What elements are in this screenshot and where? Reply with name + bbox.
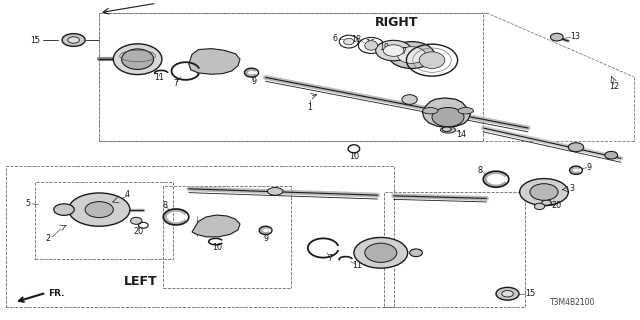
Ellipse shape (62, 34, 85, 46)
Ellipse shape (383, 45, 404, 56)
Text: 20: 20 (552, 201, 562, 210)
Ellipse shape (534, 203, 545, 210)
Ellipse shape (442, 127, 451, 132)
Ellipse shape (131, 217, 142, 224)
Bar (6, 166, 394, 307)
Text: 11: 11 (154, 73, 164, 82)
Ellipse shape (388, 42, 435, 68)
Text: 4: 4 (124, 190, 129, 199)
Text: 7: 7 (173, 79, 179, 88)
Text: 14: 14 (456, 130, 466, 139)
Ellipse shape (432, 108, 464, 127)
Text: 15: 15 (30, 36, 40, 44)
Text: 8: 8 (163, 201, 168, 210)
Text: 12: 12 (609, 82, 620, 91)
Text: 6: 6 (333, 34, 338, 43)
Ellipse shape (458, 108, 474, 114)
Text: 7: 7 (327, 254, 332, 263)
Ellipse shape (605, 151, 618, 159)
Bar (35, 182, 173, 259)
Ellipse shape (440, 127, 456, 133)
Ellipse shape (54, 204, 74, 215)
Text: 1: 1 (307, 103, 312, 112)
Ellipse shape (268, 188, 283, 195)
Ellipse shape (85, 202, 113, 218)
Ellipse shape (502, 291, 513, 297)
Ellipse shape (365, 41, 378, 50)
Ellipse shape (122, 49, 154, 69)
Bar (99, 13, 483, 141)
Ellipse shape (496, 287, 519, 300)
Text: 16: 16 (365, 39, 375, 48)
Text: 9: 9 (252, 77, 257, 86)
Text: 15: 15 (525, 289, 535, 298)
Ellipse shape (419, 52, 445, 68)
Polygon shape (189, 49, 240, 74)
Ellipse shape (550, 33, 563, 41)
Ellipse shape (68, 193, 130, 226)
Text: LEFT: LEFT (124, 275, 157, 288)
Text: 10: 10 (349, 152, 359, 161)
Bar (384, 192, 525, 307)
Text: 8: 8 (477, 166, 483, 175)
Text: 20: 20 (133, 227, 143, 236)
Text: FR.: FR. (48, 289, 65, 298)
Text: 13: 13 (570, 32, 580, 41)
Text: 9: 9 (586, 163, 591, 172)
Ellipse shape (376, 40, 412, 61)
Ellipse shape (402, 95, 417, 104)
Text: 2: 2 (45, 234, 51, 243)
Text: 10: 10 (212, 244, 223, 252)
Ellipse shape (410, 249, 422, 257)
Polygon shape (422, 98, 470, 127)
Ellipse shape (365, 243, 397, 262)
Ellipse shape (354, 237, 408, 268)
Ellipse shape (422, 108, 438, 114)
Ellipse shape (344, 38, 354, 45)
Ellipse shape (397, 47, 426, 63)
Text: 11: 11 (352, 261, 362, 270)
Ellipse shape (568, 143, 584, 152)
Text: 18: 18 (351, 35, 361, 44)
Text: 9: 9 (264, 234, 269, 243)
Polygon shape (192, 215, 240, 237)
Text: 5: 5 (26, 199, 31, 208)
Ellipse shape (520, 179, 568, 205)
Bar (163, 186, 291, 288)
Text: 19: 19 (379, 43, 389, 52)
Text: T3M4B2100: T3M4B2100 (550, 298, 595, 307)
Ellipse shape (113, 44, 162, 75)
Text: 3: 3 (570, 184, 575, 193)
Text: 17: 17 (397, 47, 407, 56)
Text: RIGHT: RIGHT (375, 16, 419, 29)
Ellipse shape (530, 184, 558, 200)
Ellipse shape (68, 37, 79, 43)
